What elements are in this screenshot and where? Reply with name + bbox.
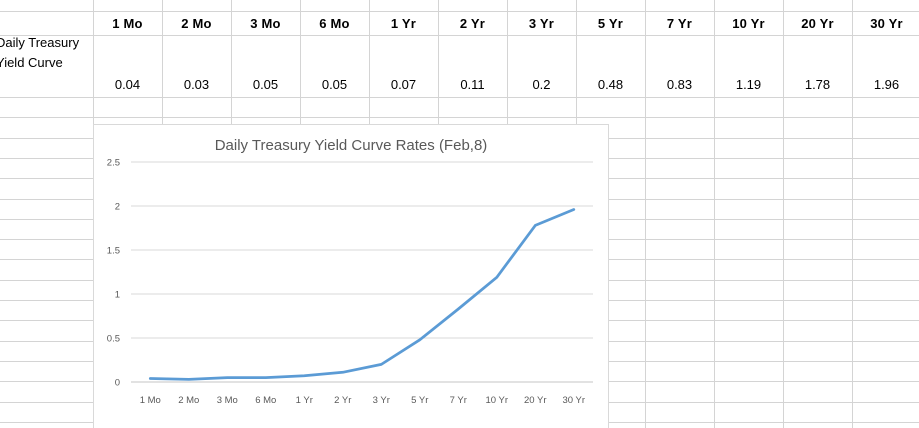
x-axis-tick-label: 5 Yr — [411, 395, 428, 406]
x-axis-tick-label: 30 Yr — [562, 395, 585, 406]
value-cell[interactable]: 0.07 — [390, 77, 417, 92]
column-header-cell[interactable]: 1 Mo — [112, 15, 143, 31]
value-cell[interactable]: 1.78 — [804, 77, 831, 92]
x-axis-tick-label: 1 Mo — [140, 395, 161, 406]
x-axis-tick-label: 3 Yr — [373, 395, 390, 406]
column-header-cell[interactable]: 6 Mo — [319, 15, 350, 31]
chart-plot-area: 0 0.5 1 1.5 2 2.5 1 Mo 2 Mo 3 Mo 6 Mo 1 Yr 2 Yr 3 Yr… — [107, 158, 593, 406]
sheet-gridline — [0, 117, 919, 118]
x-axis-tick-label: 20 Yr — [524, 395, 547, 406]
column-header-cell[interactable]: 30 Yr — [870, 15, 903, 31]
value-cell[interactable]: 0.03 — [183, 77, 210, 92]
row-label-cell[interactable]: Daily Treasury Yield Curve — [0, 35, 80, 70]
x-axis-tick-label: 10 Yr — [485, 395, 508, 406]
x-axis-tick-label: 3 Mo — [217, 395, 238, 406]
value-cell[interactable]: 0.04 — [114, 77, 141, 92]
sheet-gridline — [714, 0, 715, 428]
y-axis-tick-label: 2 — [115, 202, 120, 213]
x-axis-tick-label: 7 Yr — [450, 395, 467, 406]
column-header-cell[interactable]: 20 Yr — [801, 15, 834, 31]
value-cell[interactable]: 0.05 — [321, 77, 348, 92]
y-axis-tick-label: 2.5 — [107, 158, 120, 169]
value-cell[interactable]: 0.48 — [597, 77, 624, 92]
value-cell[interactable]: 0.11 — [460, 77, 485, 92]
x-axis-tick-label: 2 Mo — [178, 395, 199, 406]
series-line — [148, 208, 576, 381]
sheet-gridline — [0, 35, 919, 36]
x-axis-tick-label: 1 Yr — [296, 395, 313, 406]
x-axis-tick-label: 2 Yr — [334, 395, 351, 406]
value-cell[interactable]: 1.96 — [873, 77, 900, 92]
column-header-cell[interactable]: 5 Yr — [597, 15, 624, 31]
column-header-cell[interactable]: 2 Yr — [459, 15, 486, 31]
column-header-cell[interactable]: 3 Yr — [528, 15, 555, 31]
value-cell[interactable]: 0.05 — [252, 77, 279, 92]
chart-title: Daily Treasury Yield Curve Rates (Feb,8) — [214, 137, 488, 154]
x-axis-tick-label: 6 Mo — [255, 395, 276, 406]
column-header-cell[interactable]: 7 Yr — [666, 15, 693, 31]
sheet-gridline — [0, 11, 919, 12]
column-header-cell[interactable]: 3 Mo — [250, 15, 281, 31]
column-header-cell[interactable]: 2 Mo — [181, 15, 212, 31]
value-cell[interactable]: 0.2 — [532, 77, 551, 92]
y-axis-tick-label: 1 — [115, 290, 120, 301]
sheet-gridline — [852, 0, 853, 428]
value-cell[interactable]: 1.19 — [735, 77, 762, 92]
column-header-cell[interactable]: 1 Yr — [390, 15, 417, 31]
value-cell[interactable]: 0.83 — [666, 77, 693, 92]
sheet-gridline — [783, 0, 784, 428]
y-axis-tick-label: 0 — [115, 378, 120, 389]
sheet-gridline — [645, 0, 646, 428]
column-header-cell[interactable]: 10 Yr — [732, 15, 765, 31]
y-axis-tick-label: 1.5 — [107, 246, 120, 257]
sheet-gridline — [0, 97, 919, 98]
yield-curve-chart[interactable]: Daily Treasury Yield Curve Rates (Feb,8)… — [93, 124, 609, 428]
y-axis-tick-label: 0.5 — [107, 334, 120, 345]
